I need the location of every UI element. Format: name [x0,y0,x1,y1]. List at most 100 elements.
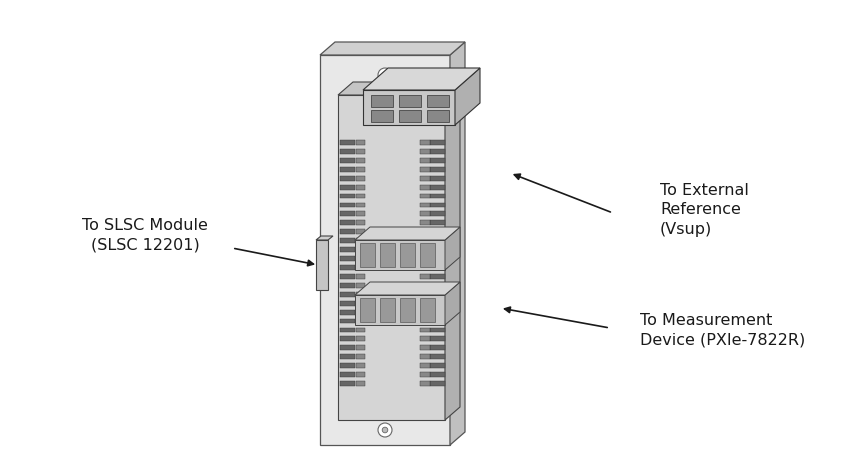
Bar [430,176,445,180]
Bar [420,310,430,314]
Polygon shape [316,236,333,240]
Bar [340,327,355,332]
Bar [420,292,430,297]
Bar [420,381,430,386]
Bar [356,292,365,297]
Bar [430,310,445,314]
Bar [400,298,415,322]
Circle shape [378,423,392,437]
Circle shape [382,72,388,78]
Bar [420,319,430,323]
Bar [420,265,430,270]
Bar [430,140,445,145]
Bar [340,149,355,154]
Polygon shape [363,90,455,125]
Bar [430,327,445,332]
Bar [430,185,445,190]
Bar [340,319,355,323]
Bar [340,381,355,386]
Bar [430,319,445,323]
Bar [430,149,445,154]
Bar [340,185,355,190]
Bar [420,247,430,252]
Bar [380,298,395,322]
Bar [340,256,355,261]
Bar [371,110,393,122]
Bar [340,158,355,163]
Bar [356,345,365,350]
Bar [356,211,365,216]
Bar [356,140,365,145]
Polygon shape [445,82,460,420]
Polygon shape [455,68,480,125]
Bar [420,345,430,350]
Bar [356,229,365,234]
Bar [356,158,365,163]
Bar [430,363,445,368]
Bar [420,140,430,145]
Bar [340,345,355,350]
Bar [340,283,355,288]
Bar [356,202,365,208]
Bar [356,220,365,225]
Bar [420,194,430,199]
Bar [430,220,445,225]
Bar [420,176,430,180]
Bar [340,229,355,234]
Polygon shape [355,295,445,325]
Bar [430,336,445,342]
Bar [430,158,445,163]
Bar [356,327,365,332]
Bar [430,372,445,377]
Bar [340,336,355,342]
Text: To SLSC Module
(SLSC 12201): To SLSC Module (SLSC 12201) [82,218,208,252]
Bar [340,167,355,171]
Bar [340,301,355,305]
Bar [356,372,365,377]
Bar [430,354,445,359]
Bar [340,265,355,270]
Bar [420,220,430,225]
Bar [427,110,449,122]
Bar [340,220,355,225]
Polygon shape [316,240,328,290]
Bar [340,363,355,368]
Bar [356,176,365,180]
Bar [430,194,445,199]
Bar [420,363,430,368]
Bar [356,336,365,342]
Bar [360,243,375,267]
Bar [356,274,365,279]
Bar [340,354,355,359]
Polygon shape [445,227,460,270]
Bar [420,202,430,208]
Bar [430,292,445,297]
Bar [420,256,430,261]
Bar [356,238,365,243]
Polygon shape [338,82,460,95]
Bar [356,247,365,252]
Polygon shape [450,42,465,445]
Bar [420,354,430,359]
Circle shape [382,427,388,433]
Bar [356,354,365,359]
Bar [356,265,365,270]
Bar [430,274,445,279]
Bar [420,238,430,243]
Bar [430,283,445,288]
Bar [420,336,430,342]
Bar [420,372,430,377]
Bar [360,298,375,322]
Bar [340,238,355,243]
Bar [420,274,430,279]
Bar [420,211,430,216]
Bar [340,202,355,208]
Bar [356,381,365,386]
Bar [356,149,365,154]
Bar [356,301,365,305]
Bar [420,185,430,190]
Polygon shape [363,68,480,90]
Bar [420,167,430,171]
Bar [430,211,445,216]
Bar [430,265,445,270]
